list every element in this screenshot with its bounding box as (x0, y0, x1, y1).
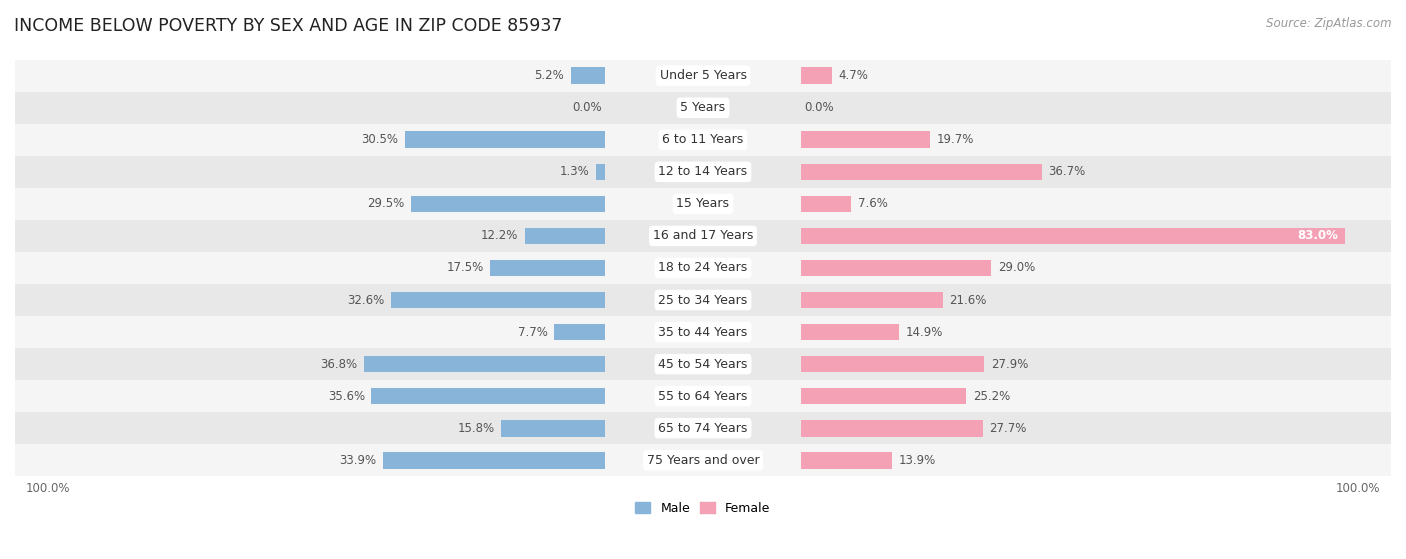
Bar (801, 388, 966, 405)
Text: 0.0%: 0.0% (804, 101, 834, 114)
Text: 7.6%: 7.6% (858, 197, 887, 210)
Bar (412, 196, 605, 212)
Text: 5 Years: 5 Years (681, 101, 725, 114)
Bar (391, 292, 605, 309)
Bar (501, 420, 605, 437)
Text: 4.7%: 4.7% (838, 69, 869, 82)
Text: 36.8%: 36.8% (321, 358, 357, 371)
Bar (596, 164, 605, 180)
Text: 1.3%: 1.3% (560, 165, 589, 178)
Text: 7.7%: 7.7% (517, 325, 548, 339)
Text: 32.6%: 32.6% (347, 293, 385, 306)
Text: 35 to 44 Years: 35 to 44 Years (658, 325, 748, 339)
Bar (15, 156, 1391, 188)
Bar (801, 68, 832, 84)
Text: 29.5%: 29.5% (367, 197, 405, 210)
Text: 65 to 74 Years: 65 to 74 Years (658, 421, 748, 435)
Bar (15, 124, 1391, 156)
Text: INCOME BELOW POVERTY BY SEX AND AGE IN ZIP CODE 85937: INCOME BELOW POVERTY BY SEX AND AGE IN Z… (14, 17, 562, 35)
Bar (15, 412, 1391, 444)
Bar (801, 196, 851, 212)
Bar (371, 388, 605, 405)
Text: 15 Years: 15 Years (676, 197, 730, 210)
Text: 5.2%: 5.2% (534, 69, 564, 82)
Bar (491, 259, 605, 276)
Text: 17.5%: 17.5% (446, 262, 484, 274)
Bar (571, 68, 605, 84)
Bar (15, 444, 1391, 476)
Bar (801, 324, 898, 340)
Text: 27.9%: 27.9% (991, 358, 1028, 371)
Bar (15, 252, 1391, 284)
Text: 16 and 17 Years: 16 and 17 Years (652, 229, 754, 243)
Bar (801, 452, 893, 468)
Bar (15, 188, 1391, 220)
Text: 18 to 24 Years: 18 to 24 Years (658, 262, 748, 274)
Bar (801, 356, 984, 372)
Text: 0.0%: 0.0% (572, 101, 602, 114)
Text: 33.9%: 33.9% (339, 454, 375, 467)
Text: Source: ZipAtlas.com: Source: ZipAtlas.com (1267, 17, 1392, 30)
Text: 25 to 34 Years: 25 to 34 Years (658, 293, 748, 306)
Bar (15, 316, 1391, 348)
Bar (15, 284, 1391, 316)
Text: 75 Years and over: 75 Years and over (647, 454, 759, 467)
Bar (524, 228, 605, 244)
Text: 6 to 11 Years: 6 to 11 Years (662, 133, 744, 146)
Text: 19.7%: 19.7% (936, 133, 974, 146)
Bar (364, 356, 605, 372)
Text: 27.7%: 27.7% (990, 421, 1026, 435)
Bar (801, 292, 943, 309)
Bar (405, 131, 605, 148)
Bar (801, 164, 1042, 180)
Text: 12 to 14 Years: 12 to 14 Years (658, 165, 748, 178)
Text: 55 to 64 Years: 55 to 64 Years (658, 390, 748, 402)
Text: 14.9%: 14.9% (905, 325, 943, 339)
Bar (15, 380, 1391, 412)
Legend: Male, Female: Male, Female (630, 497, 776, 520)
Bar (15, 60, 1391, 92)
Bar (801, 228, 1346, 244)
Text: 36.7%: 36.7% (1049, 165, 1085, 178)
Text: 30.5%: 30.5% (361, 133, 398, 146)
Bar (15, 348, 1391, 380)
Bar (382, 452, 605, 468)
Text: 35.6%: 35.6% (328, 390, 366, 402)
Text: 45 to 54 Years: 45 to 54 Years (658, 358, 748, 371)
Text: 29.0%: 29.0% (998, 262, 1035, 274)
Text: 25.2%: 25.2% (973, 390, 1010, 402)
Text: 13.9%: 13.9% (898, 454, 936, 467)
Bar (801, 259, 991, 276)
Bar (15, 220, 1391, 252)
Text: 21.6%: 21.6% (949, 293, 987, 306)
Text: 83.0%: 83.0% (1298, 229, 1339, 243)
Bar (801, 131, 931, 148)
Bar (801, 420, 983, 437)
Text: 12.2%: 12.2% (481, 229, 519, 243)
Bar (554, 324, 605, 340)
Text: Under 5 Years: Under 5 Years (659, 69, 747, 82)
Bar (15, 92, 1391, 124)
Text: 15.8%: 15.8% (457, 421, 495, 435)
